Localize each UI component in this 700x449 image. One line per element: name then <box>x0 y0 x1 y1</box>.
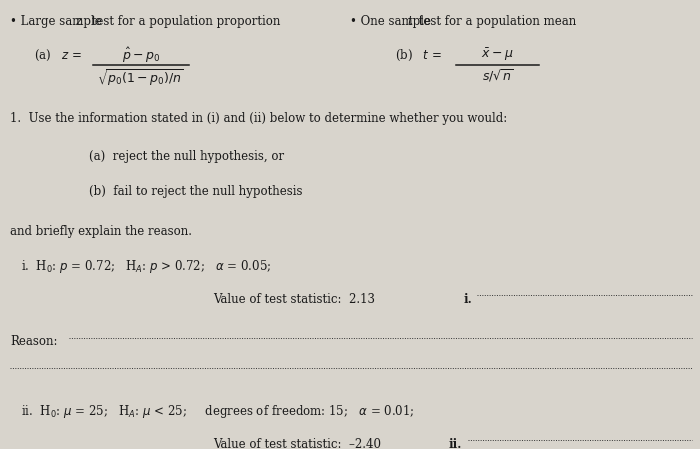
Text: $\bar{x}-\mu$: $\bar{x}-\mu$ <box>482 46 514 63</box>
Text: Value of test statistic:  –2.40: Value of test statistic: –2.40 <box>213 438 381 449</box>
Text: • One sample: • One sample <box>350 16 435 28</box>
Text: 1.  Use the information stated in (i) and (ii) below to determine whether you wo: 1. Use the information stated in (i) and… <box>10 112 508 125</box>
Text: $\hat{p}-p_0$: $\hat{p}-p_0$ <box>122 46 160 66</box>
Text: i.  H$_0$: $p$ = 0.72;   H$_A$: $p$ > 0.72;   $\alpha$ = 0.05;: i. H$_0$: $p$ = 0.72; H$_A$: $p$ > 0.72;… <box>21 258 271 274</box>
Text: and briefly explain the reason.: and briefly explain the reason. <box>10 224 192 238</box>
Text: test for a population proportion: test for a population proportion <box>88 16 280 28</box>
Text: ii.: ii. <box>448 438 461 449</box>
Text: (a)  reject the null hypothesis, or: (a) reject the null hypothesis, or <box>90 150 284 163</box>
Text: Value of test statistic:  2.13: Value of test statistic: 2.13 <box>213 293 374 306</box>
Text: (b)   $t\,=$: (b) $t\,=$ <box>395 48 442 63</box>
Text: $s/\sqrt{n}$: $s/\sqrt{n}$ <box>482 67 513 84</box>
Text: $\sqrt{p_0(1-p_0)/n}$: $\sqrt{p_0(1-p_0)/n}$ <box>97 67 184 88</box>
Text: z: z <box>76 16 82 28</box>
Text: • Large sample: • Large sample <box>10 16 106 28</box>
Text: Reason:: Reason: <box>10 335 58 348</box>
Text: ii.  H$_0$: $\mu$ = 25;   H$_A$: $\mu$ < 25;     degrees of freedom: 15;   $\alp: ii. H$_0$: $\mu$ = 25; H$_A$: $\mu$ < 25… <box>21 403 414 420</box>
Text: (b)  fail to reject the null hypothesis: (b) fail to reject the null hypothesis <box>90 185 303 198</box>
Text: i.: i. <box>463 293 472 306</box>
Text: test for a population mean: test for a population mean <box>415 16 576 28</box>
Text: (a)   $z\,=$: (a) $z\,=$ <box>34 48 83 63</box>
Text: t: t <box>407 16 412 28</box>
